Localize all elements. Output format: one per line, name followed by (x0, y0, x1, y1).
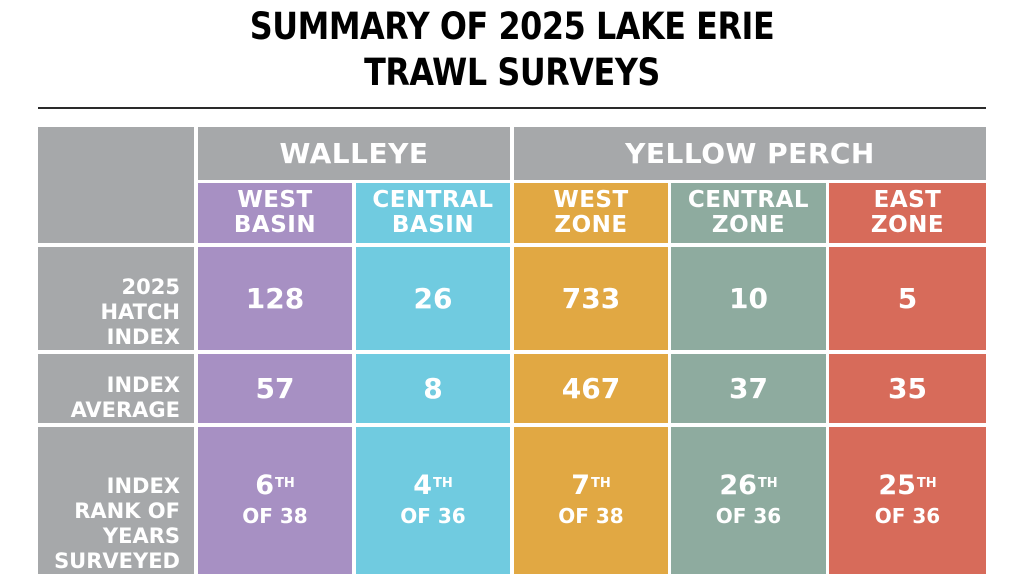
index-rank-walleye-central-basin: 4TH OF 36 (356, 427, 510, 574)
title-divider (38, 107, 986, 109)
column-label-line: BASIN (233, 212, 317, 238)
row-label-line: YEARS (102, 524, 180, 548)
column-label-line: ZONE (711, 212, 786, 238)
hatch-index-walleye-central-basin: 26 (356, 247, 510, 350)
value-text: 37 (729, 372, 768, 405)
page-title: SUMMARY OF 2025 LAKE ERIE TRAWL SURVEYS (72, 4, 953, 96)
value-text: 8 (423, 372, 443, 405)
column-header-perch-central-zone: CENTRAL ZONE (671, 183, 826, 243)
row-label-hatch-index: 2025 HATCH INDEX (38, 247, 194, 350)
rank-value: 6TH (255, 469, 295, 501)
column-label-line: WEST (237, 187, 313, 213)
title-line-2: TRAWL SURVEYS (364, 51, 660, 94)
group-label: WALLEYE (279, 137, 429, 170)
rank-total: OF 36 (874, 503, 941, 528)
index-average-walleye-west-basin: 57 (198, 354, 352, 423)
ordinal-suffix: TH (757, 475, 778, 491)
column-header-walleye-central-basin: CENTRAL BASIN (356, 183, 510, 243)
row-label-index-rank: INDEX RANK OF YEARS SURVEYED (38, 427, 194, 574)
group-label: YELLOW PERCH (625, 137, 875, 170)
rank-value: 26TH (719, 469, 778, 501)
column-label-line: ZONE (554, 212, 628, 238)
value-text: 57 (255, 372, 295, 405)
rank-value: 25TH (878, 469, 937, 501)
index-average-perch-west-zone: 467 (514, 354, 668, 423)
column-label-line: ZONE (870, 212, 945, 238)
column-label-line: WEST (553, 187, 629, 213)
column-label-line: EAST (873, 187, 942, 213)
hatch-index-walleye-west-basin: 128 (198, 247, 352, 350)
rank-total: OF 36 (715, 503, 782, 528)
value-text: 5 (897, 282, 918, 315)
rank-total: OF 38 (558, 503, 624, 528)
value-text: 26 (413, 282, 453, 315)
row-label-line: INDEX (106, 373, 180, 397)
column-label-line: BASIN (391, 212, 475, 238)
row-label-line: INDEX (106, 474, 180, 498)
rank-total: OF 38 (242, 503, 308, 528)
ordinal-suffix: TH (275, 475, 295, 491)
hatch-index-perch-west-zone: 733 (514, 247, 668, 350)
value-text: 10 (729, 282, 768, 315)
index-rank-perch-central-zone: 26TH OF 36 (671, 427, 826, 574)
index-average-walleye-central-basin: 8 (356, 354, 510, 423)
title-line-1: SUMMARY OF 2025 LAKE ERIE (249, 5, 775, 48)
row-label-line: SURVEYED (54, 549, 180, 573)
index-rank-perch-east-zone: 25TH OF 36 (829, 427, 986, 574)
index-rank-perch-west-zone: 7TH OF 38 (514, 427, 668, 574)
value-text: 733 (561, 282, 621, 315)
hatch-index-perch-east-zone: 5 (829, 247, 986, 350)
column-header-perch-west-zone: WEST ZONE (514, 183, 668, 243)
column-header-walleye-west-basin: WEST BASIN (198, 183, 352, 243)
hatch-index-perch-central-zone: 10 (671, 247, 826, 350)
ordinal-suffix: TH (591, 475, 611, 491)
group-header-walleye: WALLEYE (198, 127, 510, 180)
rank-value: 7TH (571, 469, 611, 501)
column-header-perch-east-zone: EAST ZONE (829, 183, 986, 243)
row-label-line: 2025 (121, 275, 180, 299)
rank-value: 4TH (413, 469, 453, 501)
row-label-line: HATCH (100, 300, 180, 324)
value-text: 35 (888, 372, 927, 405)
value-text: 467 (561, 372, 621, 405)
row-label-line: RANK OF (74, 499, 180, 523)
index-rank-walleye-west-basin: 6TH OF 38 (198, 427, 352, 574)
row-label-line: AVERAGE (70, 398, 180, 422)
group-header-yellow-perch: YELLOW PERCH (514, 127, 986, 180)
corner-cell (38, 127, 194, 243)
row-label-index-average: INDEX AVERAGE (38, 354, 194, 423)
row-label-line: INDEX (106, 325, 180, 349)
column-label-line: CENTRAL (372, 187, 494, 213)
ordinal-suffix: TH (433, 475, 453, 491)
index-average-perch-east-zone: 35 (829, 354, 986, 423)
value-text: 128 (245, 282, 305, 315)
rank-total: OF 36 (400, 503, 466, 528)
index-average-perch-central-zone: 37 (671, 354, 826, 423)
ordinal-suffix: TH (916, 475, 937, 491)
column-label-line: CENTRAL (687, 187, 810, 213)
